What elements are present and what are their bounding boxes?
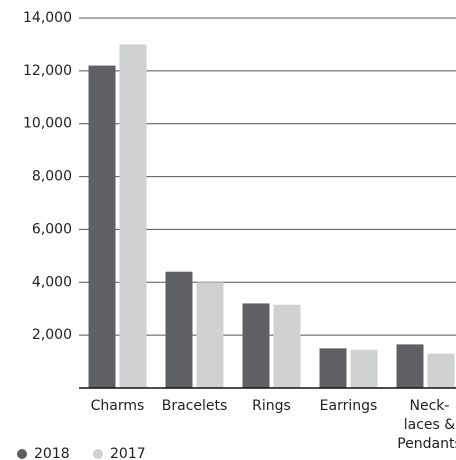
bar: [319, 348, 347, 388]
x-tick-label: Earrings: [320, 398, 378, 414]
bar: [427, 353, 455, 388]
y-tick-label: 6,000: [32, 221, 72, 237]
y-tick-label: 10,000: [23, 116, 72, 132]
y-tick-label: 8,000: [32, 169, 72, 185]
y-tick-label: 14,000: [23, 10, 72, 26]
x-tick-label-line: Neck-: [410, 398, 450, 414]
legend-swatch: [93, 449, 103, 459]
y-tick-label: 12,000: [23, 63, 72, 79]
bar: [350, 349, 378, 388]
x-tick-label: Charms: [91, 398, 145, 414]
bar: [196, 282, 224, 388]
bar: [273, 304, 301, 388]
bar: [88, 65, 116, 389]
x-tick-label: Rings: [252, 398, 291, 414]
legend-swatch: [17, 449, 27, 459]
bar: [396, 344, 424, 388]
legend-label: 2017: [110, 446, 146, 460]
bar: [242, 303, 270, 388]
y-tick-label: 4,000: [32, 274, 72, 290]
x-tick-label-line: Pendants: [397, 436, 456, 452]
x-tick-label: Bracelets: [162, 398, 228, 414]
x-tick-label: Neck-laces & Pendants: [397, 398, 456, 452]
legend-label: 2018: [34, 446, 70, 460]
bar: [119, 44, 147, 389]
bar: [165, 271, 193, 388]
x-tick-label-line: laces &: [404, 417, 456, 433]
y-tick-label: 2,000: [32, 327, 72, 343]
